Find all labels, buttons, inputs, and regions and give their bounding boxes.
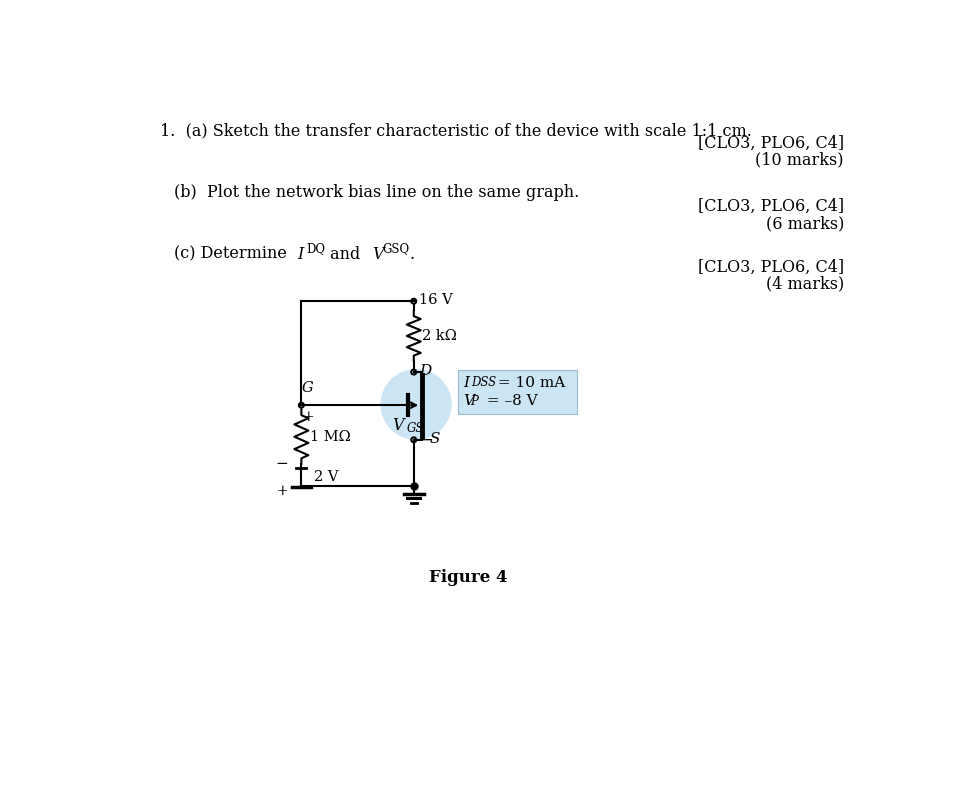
Text: Figure 4: Figure 4: [428, 569, 507, 586]
Text: D: D: [418, 364, 431, 379]
Text: GSQ: GSQ: [381, 242, 409, 255]
Text: (10 marks): (10 marks): [755, 152, 843, 169]
Text: .: .: [410, 245, 415, 263]
Text: DSS: DSS: [471, 376, 496, 389]
Text: +: +: [276, 485, 288, 498]
Text: (4 marks): (4 marks): [765, 276, 843, 292]
Text: 2 V: 2 V: [314, 470, 338, 484]
Text: 2 kΩ: 2 kΩ: [422, 329, 456, 343]
Text: 16 V: 16 V: [418, 293, 453, 308]
FancyBboxPatch shape: [457, 370, 577, 414]
Text: V: V: [463, 395, 474, 408]
Text: 1 MΩ: 1 MΩ: [310, 430, 351, 444]
Text: (b)  Plot the network bias line on the same graph.: (b) Plot the network bias line on the sa…: [173, 184, 578, 201]
Circle shape: [380, 369, 452, 440]
Text: and: and: [325, 245, 365, 263]
Text: = 10 mA: = 10 mA: [493, 376, 564, 390]
Text: +: +: [302, 410, 314, 424]
Text: [CLO3, PLO6, C4]: [CLO3, PLO6, C4]: [697, 198, 843, 215]
Text: (c) Determine: (c) Determine: [173, 245, 292, 263]
Text: V: V: [392, 417, 403, 434]
Text: DQ: DQ: [307, 242, 326, 255]
Text: GS: GS: [406, 422, 424, 435]
Text: 1.  (a) Sketch the transfer characteristic of the device with scale 1:1 cm.: 1. (a) Sketch the transfer characteristi…: [159, 123, 751, 139]
Text: V: V: [373, 245, 384, 263]
Text: S: S: [429, 432, 439, 446]
Text: = –8 V: = –8 V: [481, 395, 537, 408]
Text: −: −: [275, 457, 288, 472]
Text: −: −: [418, 431, 433, 449]
Text: P: P: [470, 395, 477, 408]
Text: [CLO3, PLO6, C4]: [CLO3, PLO6, C4]: [697, 259, 843, 276]
Text: I: I: [463, 376, 469, 390]
Text: [CLO3, PLO6, C4]: [CLO3, PLO6, C4]: [697, 135, 843, 152]
Text: (6 marks): (6 marks): [764, 215, 843, 232]
Text: I: I: [296, 245, 303, 263]
Text: G: G: [302, 381, 314, 395]
